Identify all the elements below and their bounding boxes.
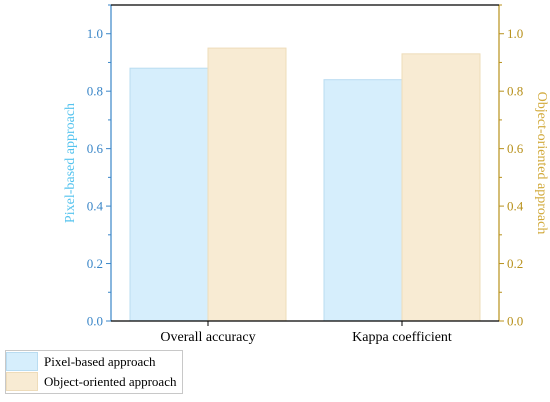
legend: Pixel-based approach Object-oriented app… xyxy=(5,350,183,394)
y-axis-label-left: Pixel-based approach xyxy=(63,103,78,223)
y-axis-label-right: Object-oriented approach xyxy=(534,92,549,235)
x-tick-label-overall-accuracy: Overall accuracy xyxy=(160,330,255,345)
bar-pixel-based-approach-kappa-coefficient xyxy=(323,79,403,322)
x-axis-labels: Overall accuracy Kappa coefficient xyxy=(160,321,452,345)
right-tick-label: 1.0 xyxy=(507,26,523,41)
legend-item-object-oriented: Object-oriented approach xyxy=(6,372,182,392)
left-y-axis: 0.0 0.2 0.4 0.6 0.8 1.0 xyxy=(87,4,111,329)
legend-label-object-oriented: Object-oriented approach xyxy=(44,374,177,389)
left-tick-label: 0.2 xyxy=(87,256,103,271)
bar-pixel-based-approach-overall-accuracy xyxy=(129,67,209,322)
legend-swatch-object-oriented xyxy=(6,372,38,391)
legend-item-pixel-based: Pixel-based approach xyxy=(6,352,182,372)
right-tick-label: 0.8 xyxy=(507,84,523,99)
bar-object-oriented-approach-overall-accuracy xyxy=(207,47,287,322)
right-tick-label: 0.2 xyxy=(507,256,523,271)
left-tick-label: 1.0 xyxy=(87,26,103,41)
left-tick-label: 0.8 xyxy=(87,84,103,99)
right-tick-label: 0.0 xyxy=(507,314,523,329)
legend-swatch-pixel-based xyxy=(6,352,38,371)
right-y-axis: 0.0 0.2 0.4 0.6 0.8 1.0 xyxy=(499,4,524,329)
right-tick-label: 0.4 xyxy=(507,199,524,214)
left-tick-label: 0.0 xyxy=(87,314,103,329)
right-tick-label: 0.6 xyxy=(507,141,524,156)
legend-label-pixel-based: Pixel-based approach xyxy=(44,354,156,369)
bars-group xyxy=(129,47,481,322)
left-tick-label: 0.4 xyxy=(87,199,104,214)
axes-frame xyxy=(110,4,500,322)
x-tick-label-kappa-coefficient: Kappa coefficient xyxy=(352,330,452,345)
bar-object-oriented-approach-kappa-coefficient xyxy=(401,53,481,322)
left-tick-label: 0.6 xyxy=(87,141,104,156)
